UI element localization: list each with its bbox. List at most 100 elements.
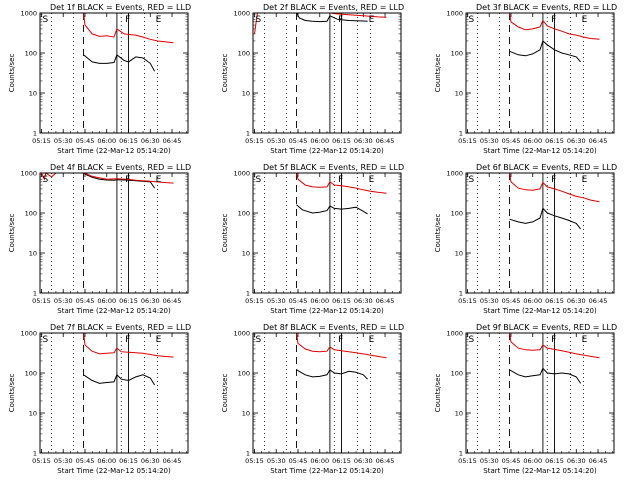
series-events — [83, 172, 156, 189]
y-tick-label: 100 — [238, 50, 250, 58]
marker-e: E — [156, 15, 162, 25]
y-tick-label: 1 — [246, 130, 250, 138]
x-tick-label: 05:45 — [289, 137, 308, 145]
x-tick-label: 05:45 — [289, 297, 308, 305]
series-events — [83, 53, 156, 72]
series-events — [296, 12, 368, 23]
y-tick-label: 1 — [246, 290, 250, 298]
marker-e: E — [582, 175, 588, 185]
x-tick-label: 06:30 — [354, 297, 373, 305]
x-tick-label: 05:45 — [502, 137, 521, 145]
x-tick-label: 05:45 — [502, 297, 521, 305]
y-axis-label: Counts/sec — [221, 54, 229, 93]
marker-f: F — [551, 15, 556, 25]
x-tick-label: 06:15 — [545, 457, 564, 465]
x-tick-label: 06:45 — [376, 297, 395, 305]
x-tick-label: 05:15 — [245, 297, 264, 305]
chart-panel-7: Det 7f BLACK = Events, RED = LLD Counts/s… — [8, 323, 191, 475]
x-tick-label: 05:15 — [245, 457, 264, 465]
y-tick-label: 1000 — [233, 330, 250, 338]
plot-frame — [252, 172, 402, 294]
plot-frame — [465, 12, 615, 134]
marker-f: F — [551, 175, 556, 185]
plot-frame — [465, 172, 615, 294]
x-tick-label: 06:15 — [545, 137, 564, 145]
x-tick-label: 06:15 — [545, 297, 564, 305]
series-events — [509, 367, 582, 384]
y-axis-label: Counts/sec — [8, 214, 16, 253]
series-lld — [467, 12, 600, 40]
x-tick-label: 05:45 — [76, 297, 95, 305]
x-axis-label: Start Time (22-Mar-12 05:14:20) — [57, 307, 171, 315]
chart-panel-5: Det 5f BLACK = Events, RED = LLD Counts/s… — [221, 163, 404, 315]
plot-frame — [465, 332, 615, 454]
y-axis-label: Counts/sec — [434, 54, 442, 93]
x-tick-label: 06:30 — [567, 457, 586, 465]
x-tick-label: 06:00 — [97, 137, 116, 145]
marker-s: S — [468, 335, 474, 345]
y-tick-label: 100 — [451, 50, 463, 58]
y-axis-label: Counts/sec — [221, 214, 229, 253]
x-tick-label: 05:15 — [32, 297, 51, 305]
x-tick-label: 06:00 — [523, 137, 542, 145]
x-axis-label: Start Time (22-Mar-12 05:14:20) — [57, 147, 171, 155]
panel-title: Det 3f BLACK = Events, RED = LLD — [476, 3, 617, 12]
x-tick-label: 06:00 — [97, 457, 116, 465]
y-axis-label: Counts/sec — [8, 374, 16, 413]
chart-panel-4: Det 4f BLACK = Events, RED = LLD Counts/s… — [8, 163, 191, 315]
x-tick-label: 05:30 — [480, 457, 499, 465]
x-tick-label: 06:15 — [119, 297, 138, 305]
y-tick-label: 1 — [246, 450, 250, 458]
marker-e: E — [582, 335, 588, 345]
series-events — [83, 373, 156, 386]
y-tick-label: 10 — [455, 410, 463, 418]
x-tick-label: 06:45 — [163, 297, 182, 305]
marker-s: S — [42, 335, 48, 345]
panel-title: Det 9f BLACK = Events, RED = LLD — [476, 323, 617, 332]
y-tick-label: 1 — [459, 450, 463, 458]
x-tick-label: 05:45 — [502, 457, 521, 465]
x-tick-label: 05:30 — [54, 137, 73, 145]
y-tick-label: 1000 — [20, 330, 37, 338]
y-tick-label: 10 — [242, 90, 250, 98]
x-tick-label: 05:45 — [76, 457, 95, 465]
marker-e: E — [369, 175, 375, 185]
y-tick-label: 10 — [242, 250, 250, 258]
panel-title: Det 5f BLACK = Events, RED = LLD — [263, 163, 404, 172]
plot-frame — [39, 332, 189, 454]
y-tick-label: 10 — [29, 90, 37, 98]
x-tick-label: 05:30 — [54, 457, 73, 465]
plot-frame — [252, 332, 402, 454]
x-tick-label: 06:00 — [523, 457, 542, 465]
marker-e: E — [369, 335, 375, 345]
marker-e: E — [156, 335, 162, 345]
x-tick-label: 06:15 — [119, 137, 138, 145]
y-axis-label: Counts/sec — [8, 54, 16, 93]
y-tick-label: 1000 — [233, 170, 250, 178]
chart-panel-3: Det 3f BLACK = Events, RED = LLD Counts/s… — [434, 3, 617, 155]
plot-frame — [252, 12, 402, 134]
y-tick-label: 1 — [33, 450, 37, 458]
panel-title: Det 8f BLACK = Events, RED = LLD — [263, 323, 404, 332]
series-lld — [41, 12, 174, 44]
y-tick-label: 10 — [455, 250, 463, 258]
x-tick-label: 05:15 — [458, 297, 477, 305]
x-tick-label: 06:45 — [376, 457, 395, 465]
series-lld — [467, 332, 600, 359]
marker-s: S — [468, 175, 474, 185]
x-tick-label: 05:30 — [54, 297, 73, 305]
marker-e: E — [369, 15, 375, 25]
x-tick-label: 06:00 — [97, 297, 116, 305]
panel-title: Det 2f BLACK = Events, RED = LLD — [263, 3, 404, 12]
y-tick-label: 100 — [238, 210, 250, 218]
series-lld — [41, 332, 174, 358]
x-tick-label: 06:45 — [376, 137, 395, 145]
x-axis-label: Start Time (22-Mar-12 05:14:20) — [270, 147, 384, 155]
marker-e: E — [156, 175, 162, 185]
x-tick-label: 06:00 — [310, 297, 329, 305]
x-tick-label: 06:30 — [141, 137, 160, 145]
marker-s: S — [468, 15, 474, 25]
x-tick-label: 05:15 — [458, 457, 477, 465]
x-tick-label: 06:45 — [163, 457, 182, 465]
x-tick-label: 05:30 — [480, 297, 499, 305]
